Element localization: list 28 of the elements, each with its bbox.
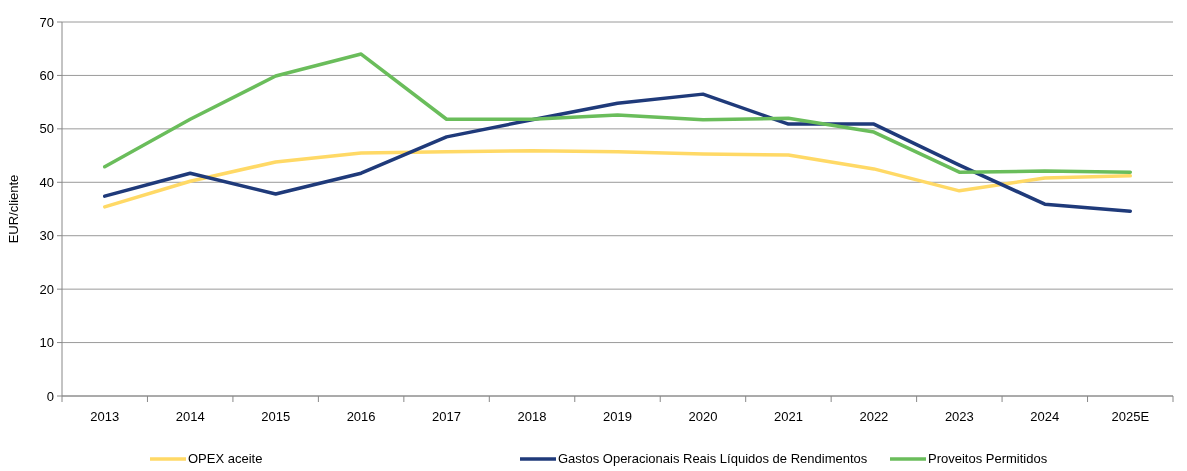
- x-tick-label: 2022: [859, 409, 889, 424]
- x-tick-label: 2023: [944, 409, 974, 424]
- x-tick-label: 2024: [1030, 409, 1060, 424]
- line-series: [102, 52, 1133, 174]
- x-tick-label: 2015: [261, 409, 291, 424]
- y-tick-label: 10: [39, 335, 54, 351]
- y-tick-label: 50: [39, 121, 54, 137]
- y-tick-label: 70: [39, 14, 54, 30]
- x-tick-label: 2020: [688, 409, 718, 424]
- y-tick-label: 40: [39, 174, 54, 190]
- y-tick-label: 20: [39, 281, 54, 297]
- legend-label: Gastos Operacionais Reais Líquidos de Rendimentos: [558, 451, 868, 466]
- line-series: [102, 149, 1133, 209]
- y-tick-label: 0: [46, 388, 54, 404]
- x-tick-label: 2021: [773, 409, 803, 424]
- x-tick-label: 2025E: [1111, 409, 1150, 424]
- y-tick-label: 60: [39, 67, 54, 83]
- x-tick-label: 2019: [603, 409, 632, 424]
- x-tick-label: 2014: [175, 409, 205, 424]
- legend-label: Proveitos Permitidos: [928, 451, 1048, 466]
- x-tick-label: 2013: [90, 409, 120, 424]
- x-tick-label: 2016: [346, 409, 376, 424]
- line-series: [102, 92, 1133, 213]
- y-axis-title: EUR/cliente: [6, 174, 21, 244]
- x-tick-label: 2017: [432, 409, 462, 424]
- legend-label: OPEX aceite: [188, 451, 263, 466]
- y-tick-label: 30: [39, 228, 54, 244]
- x-tick-label: 2018: [517, 409, 547, 424]
